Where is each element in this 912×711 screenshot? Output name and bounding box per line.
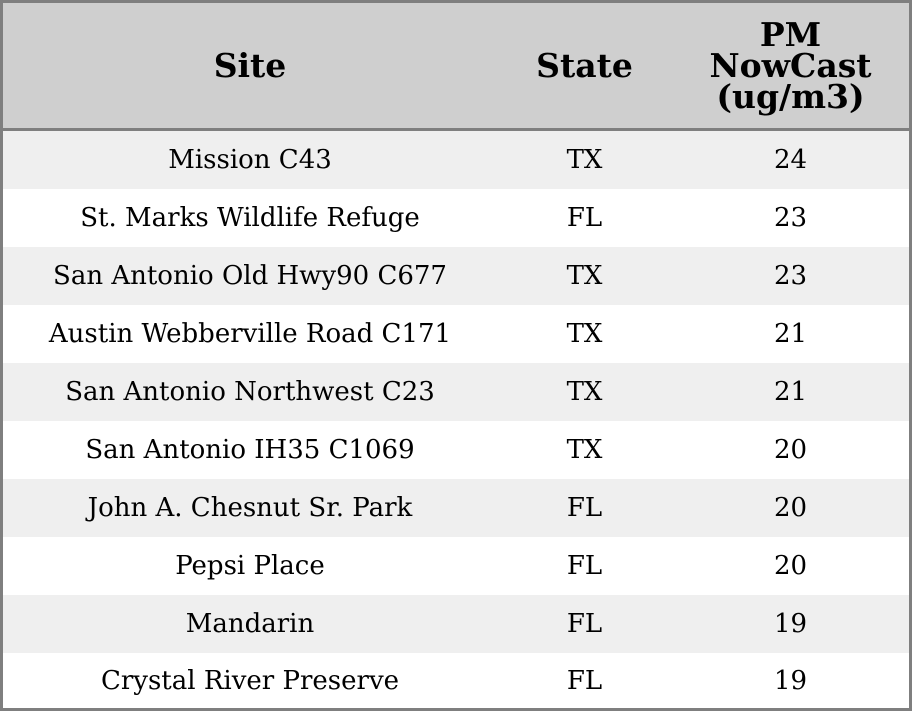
cell-site: San Antonio Old Hwy90 C677 bbox=[3, 247, 497, 305]
table-row: San Antonio IH35 C1069 TX 20 bbox=[3, 421, 909, 479]
cell-site: San Antonio IH35 C1069 bbox=[3, 421, 497, 479]
cell-state: TX bbox=[497, 247, 672, 305]
cell-pm-value: 23 bbox=[672, 247, 909, 305]
cell-site: Mission C43 bbox=[3, 129, 497, 189]
table-row: John A. Chesnut Sr. Park FL 20 bbox=[3, 479, 909, 537]
table-row: Crystal River Preserve FL 19 bbox=[3, 653, 909, 708]
cell-site: San Antonio Northwest C23 bbox=[3, 363, 497, 421]
cell-state: TX bbox=[497, 363, 672, 421]
cell-state: FL bbox=[497, 537, 672, 595]
header-row: Site State PM NowCast (ug/m3) bbox=[3, 3, 909, 131]
table-row: Mandarin FL 19 bbox=[3, 595, 909, 653]
cell-site: Pepsi Place bbox=[3, 537, 497, 595]
table-row: Austin Webberville Road C171 TX 21 bbox=[3, 305, 909, 363]
cell-state: FL bbox=[497, 595, 672, 653]
cell-pm-value: 19 bbox=[672, 653, 909, 708]
column-header-state: State bbox=[497, 3, 672, 131]
table-row: San Antonio Northwest C23 TX 21 bbox=[3, 363, 909, 421]
table-row: Mission C43 TX 24 bbox=[3, 129, 909, 189]
cell-pm-value: 21 bbox=[672, 305, 909, 363]
cell-pm-value: 21 bbox=[672, 363, 909, 421]
cell-pm-value: 19 bbox=[672, 595, 909, 653]
table-body: Mission C43 TX 24 St. Marks Wildlife Ref… bbox=[3, 129, 909, 708]
cell-site: Mandarin bbox=[3, 595, 497, 653]
cell-pm-value: 20 bbox=[672, 421, 909, 479]
cell-site: Crystal River Preserve bbox=[3, 653, 497, 708]
table-row: St. Marks Wildlife Refuge FL 23 bbox=[3, 189, 909, 247]
cell-site: John A. Chesnut Sr. Park bbox=[3, 479, 497, 537]
table-row: Pepsi Place FL 20 bbox=[3, 537, 909, 595]
cell-pm-value: 20 bbox=[672, 537, 909, 595]
cell-state: TX bbox=[497, 305, 672, 363]
column-header-pm-nowcast: PM NowCast (ug/m3) bbox=[672, 3, 909, 131]
table-header: Site State PM NowCast (ug/m3) bbox=[3, 3, 909, 131]
cell-site: St. Marks Wildlife Refuge bbox=[3, 189, 497, 247]
cell-site: Austin Webberville Road C171 bbox=[3, 305, 497, 363]
cell-state: TX bbox=[497, 421, 672, 479]
table-row: San Antonio Old Hwy90 C677 TX 23 bbox=[3, 247, 909, 305]
cell-state: TX bbox=[497, 129, 672, 189]
cell-pm-value: 23 bbox=[672, 189, 909, 247]
column-header-site: Site bbox=[3, 3, 497, 131]
pm-nowcast-table: Site State PM NowCast (ug/m3) Mission C4… bbox=[3, 3, 909, 708]
cell-state: FL bbox=[497, 189, 672, 247]
cell-pm-value: 20 bbox=[672, 479, 909, 537]
cell-pm-value: 24 bbox=[672, 129, 909, 189]
cell-state: FL bbox=[497, 479, 672, 537]
cell-state: FL bbox=[497, 653, 672, 708]
